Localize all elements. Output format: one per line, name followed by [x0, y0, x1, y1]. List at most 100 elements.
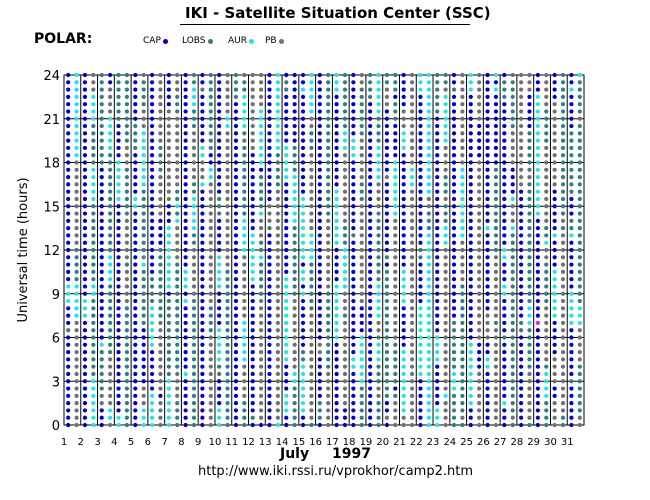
data-point-pb: [74, 408, 79, 413]
data-point-lobs: [527, 189, 532, 194]
data-point-cap: [368, 226, 373, 231]
data-point-cap: [99, 218, 104, 223]
data-point-cap: [233, 313, 239, 318]
data-point-cap: [493, 160, 499, 165]
data-point-cap: [569, 247, 574, 253]
data-point-cap: [133, 306, 138, 311]
data-point-aur: [334, 328, 339, 333]
data-point-aur: [334, 211, 339, 216]
data-point-aur: [502, 247, 507, 253]
data-point-pb: [175, 131, 180, 136]
data-point-pb: [552, 364, 557, 369]
data-point-cap: [535, 335, 540, 340]
data-point-lobs: [175, 335, 180, 340]
data-point-cap: [451, 145, 457, 151]
data-point-cap: [334, 255, 339, 260]
data-point-cap: [133, 328, 138, 333]
data-point-pb: [250, 131, 255, 136]
data-point-cap: [149, 379, 155, 384]
data-point-aur: [393, 160, 398, 165]
data-point-cap: [401, 72, 406, 78]
data-point-pb: [124, 277, 130, 282]
data-point-aur: [426, 255, 431, 260]
data-point-pb: [527, 379, 532, 384]
data-point-pb: [309, 320, 314, 326]
data-point-cap: [66, 393, 71, 398]
data-point-cap: [82, 138, 88, 143]
data-point-pb: [409, 247, 415, 253]
data-point-cap: [435, 379, 440, 384]
data-point-lobs: [158, 262, 163, 267]
data-point-pb: [108, 87, 113, 92]
data-point-lobs: [91, 269, 96, 274]
data-point-aur: [359, 349, 364, 355]
data-point-lobs: [124, 262, 130, 267]
data-point-aur: [418, 328, 423, 333]
data-point-aur: [552, 313, 557, 318]
data-point-pb: [250, 87, 255, 92]
data-point-cap: [82, 342, 88, 347]
data-point-aur: [351, 138, 356, 143]
data-point-lobs: [443, 182, 448, 187]
data-point-aur: [351, 145, 356, 151]
data-point-pb: [577, 116, 582, 121]
data-point-cap: [393, 145, 398, 151]
data-point-pb: [275, 306, 280, 311]
data-point-pb: [242, 138, 247, 143]
data-point-pb: [443, 153, 448, 158]
data-point-aur: [552, 298, 557, 304]
data-point-aur: [116, 415, 121, 420]
data-point-cap: [233, 386, 239, 391]
data-point-aur: [292, 196, 297, 202]
data-point-cap: [149, 123, 155, 129]
data-point-pb: [225, 174, 230, 180]
data-point-lobs: [418, 247, 423, 253]
data-point-cap: [66, 72, 71, 78]
data-point-aur: [217, 255, 222, 260]
data-point-pb: [326, 401, 331, 406]
data-point-lobs: [175, 357, 180, 362]
data-point-cap: [518, 247, 524, 253]
data-point-aur: [426, 72, 431, 78]
data-point-cap: [401, 262, 406, 267]
data-point-cap: [351, 131, 356, 136]
data-point-cap: [292, 102, 297, 107]
data-point-cap: [99, 255, 104, 260]
data-point-lobs: [443, 204, 448, 209]
data-point-cap: [317, 196, 322, 202]
data-point-lobs: [342, 87, 348, 92]
data-point-pb: [258, 320, 264, 326]
data-point-lobs: [376, 269, 381, 274]
data-point-pb: [359, 291, 364, 296]
data-point-cap: [535, 408, 540, 413]
data-point-aur: [309, 80, 314, 85]
data-point-cap: [250, 349, 255, 355]
data-point-pb: [208, 204, 213, 209]
data-point-cap: [200, 320, 205, 326]
data-point-cap: [502, 320, 507, 326]
data-point-aur: [300, 247, 306, 253]
data-point-aur: [284, 291, 289, 296]
data-point-lobs: [242, 160, 247, 165]
data-point-aur: [149, 415, 155, 420]
data-point-lobs: [141, 94, 146, 99]
data-point-lobs: [208, 328, 213, 333]
data-point-aur: [200, 145, 205, 151]
data-point-cap: [200, 349, 205, 355]
data-point-lobs: [141, 80, 146, 85]
data-point-aur: [166, 262, 171, 267]
data-point-aur: [108, 116, 113, 121]
data-point-pb: [560, 277, 566, 282]
data-point-lobs: [376, 262, 381, 267]
data-point-lobs: [384, 379, 390, 384]
data-point-cap: [535, 364, 540, 369]
data-point-cap: [300, 131, 306, 136]
data-point-lobs: [342, 72, 348, 78]
data-point-pb: [426, 204, 431, 209]
data-point-lobs: [267, 226, 272, 231]
data-point-lobs: [141, 211, 146, 216]
data-point-cap: [527, 123, 532, 129]
data-point-cap: [393, 138, 398, 143]
data-point-lobs: [175, 298, 180, 304]
data-point-aur: [309, 109, 314, 114]
